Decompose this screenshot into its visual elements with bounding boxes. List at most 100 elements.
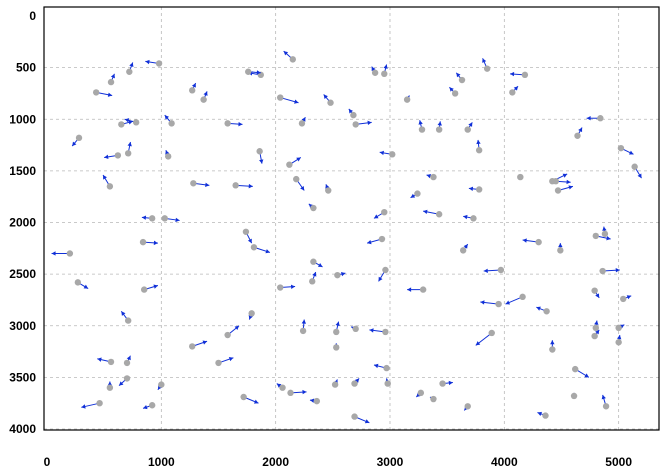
data-point-101 — [123, 355, 131, 367]
data-point-85 — [224, 325, 240, 339]
data-point-25 — [352, 120, 372, 128]
point-marker — [631, 163, 638, 170]
point-marker — [592, 232, 599, 240]
arrow-head — [290, 284, 296, 289]
arrow-head — [468, 186, 474, 192]
arrow-head — [121, 311, 126, 316]
arrow-head — [253, 399, 259, 404]
point-marker — [509, 89, 516, 96]
arrow-head — [364, 419, 370, 424]
point-marker — [483, 65, 491, 72]
point-marker — [139, 238, 147, 246]
data-point-66 — [592, 232, 611, 241]
data-point-43 — [293, 175, 305, 191]
point-marker — [419, 286, 427, 293]
arrow-head — [584, 373, 589, 378]
point-marker — [521, 71, 529, 79]
arrow-head — [616, 335, 622, 340]
point-marker — [620, 295, 627, 303]
x-tick-label-4000: 4000 — [491, 455, 518, 469]
point-marker — [309, 278, 316, 285]
data-point-5 — [126, 62, 134, 75]
point-marker — [224, 331, 231, 339]
point-marker — [96, 399, 103, 407]
data-point-96 — [592, 320, 599, 332]
arrow-head — [317, 263, 323, 267]
point-marker — [325, 187, 332, 194]
point-marker — [549, 346, 556, 353]
data-point-92 — [369, 328, 389, 336]
data-point-81 — [620, 295, 632, 303]
data-point-107 — [240, 393, 259, 404]
point-marker — [592, 324, 599, 332]
data-point-57 — [141, 215, 156, 222]
grid — [44, 7, 659, 430]
point-marker — [168, 120, 175, 127]
data-point-67 — [601, 226, 609, 238]
arrow-head — [626, 295, 632, 300]
data-point-116 — [429, 395, 437, 403]
data-point-59 — [139, 238, 158, 246]
point-marker — [458, 76, 466, 84]
data-point-113 — [373, 363, 390, 372]
data-point-110 — [309, 397, 321, 405]
point-marker — [250, 244, 258, 251]
point-marker — [435, 211, 443, 218]
arrow-head — [296, 157, 301, 162]
data-point-115 — [415, 389, 425, 398]
data-point-95 — [549, 340, 556, 353]
point-marker — [215, 359, 222, 367]
x-tick-label-2000: 2000 — [262, 455, 289, 469]
data-point-120 — [572, 365, 590, 378]
arrow-head — [312, 272, 317, 277]
data-point-17 — [449, 86, 459, 97]
point-marker — [352, 325, 359, 333]
data-point-114 — [384, 378, 391, 387]
arrow-head — [423, 209, 428, 215]
arrow-head — [283, 51, 289, 56]
arrow-head — [594, 320, 599, 325]
arrow-head — [373, 214, 379, 219]
arrow-head — [145, 59, 150, 65]
point-marker — [615, 324, 622, 332]
data-point-109 — [287, 389, 307, 397]
arrow-head — [129, 62, 134, 67]
arrow-head — [480, 300, 485, 305]
arrow-head — [143, 404, 148, 410]
data-point-32 — [104, 152, 122, 160]
arrow-head — [449, 87, 454, 92]
data-point-18 — [509, 85, 519, 96]
point-marker — [161, 215, 168, 222]
point-marker — [535, 238, 542, 246]
arrow-head — [153, 240, 158, 246]
data-point-15 — [323, 94, 334, 106]
point-marker — [351, 380, 358, 387]
point-marker — [188, 343, 196, 350]
data-point-121 — [570, 392, 578, 400]
point-marker — [107, 358, 115, 366]
data-point-36 — [379, 150, 396, 158]
point-marker — [106, 183, 114, 190]
y-tick-label-1000: 1000 — [9, 112, 36, 126]
data-point-28 — [464, 122, 473, 133]
point-marker — [552, 178, 559, 185]
point-marker — [327, 99, 334, 106]
arrow-head — [475, 341, 481, 346]
arrow-head — [256, 70, 261, 75]
arrow-head — [468, 122, 473, 127]
point-marker — [333, 328, 340, 336]
arrow-head — [550, 340, 555, 345]
data-point-62 — [366, 235, 386, 245]
data-point-9 — [371, 66, 379, 76]
point-marker — [470, 215, 477, 222]
arrow-head — [562, 173, 568, 178]
point-marker — [313, 397, 321, 405]
point-marker — [574, 132, 581, 139]
point-marker — [378, 235, 386, 243]
arrow-head — [238, 121, 243, 127]
data-point-117 — [439, 380, 453, 387]
data-point-63 — [459, 243, 469, 254]
point-marker — [334, 271, 341, 279]
data-point-89 — [333, 321, 340, 336]
